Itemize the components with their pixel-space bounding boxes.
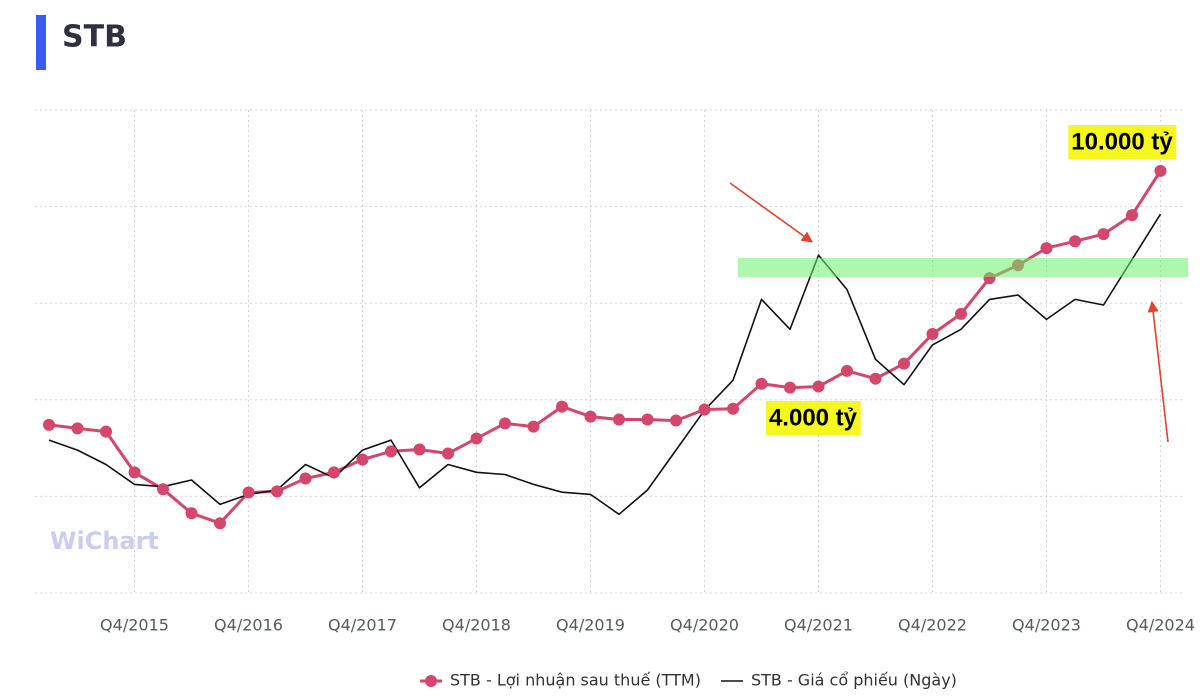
legend-label: STB - Giá cổ phiếu (Ngày) [751,671,957,690]
profit-point [812,380,825,393]
profit-point [1154,164,1167,177]
profit-point [271,485,283,498]
profit-point [128,466,141,479]
profit-point [869,372,882,385]
profit-point [185,507,198,520]
legend-marker [425,675,437,687]
profit-point [898,357,910,370]
arrow [729,182,813,243]
profit-point [470,432,483,445]
profit-point [385,445,397,458]
profit-point [43,418,55,431]
x-tick-label: Q4/2024 [1126,616,1195,635]
profit-point [670,414,682,427]
profit-point [442,447,454,460]
profit-line [48,169,1162,525]
annotation-bg [765,401,861,435]
x-tick-label: Q4/2016 [214,616,283,635]
profit-point [556,400,568,413]
profit-point [1040,242,1053,255]
profit-point [1126,209,1138,222]
profit-point [641,413,654,426]
x-tick-label: Q4/2017 [328,616,397,635]
profit-point [242,486,255,499]
annotation: 4.000 tỷ [769,404,858,431]
profit-point [100,425,112,438]
x-tick-label: Q4/2020 [670,616,739,635]
x-tick-label: Q4/2018 [442,616,511,635]
profit-point [613,413,625,426]
title-accent [36,15,46,70]
profit-point [214,517,226,530]
price-line [48,213,1162,516]
profit-point [784,381,796,394]
profit-point [299,472,312,485]
profit-point [1069,235,1081,248]
chart-title: STB [62,20,127,55]
x-tick-label: Q4/2023 [1012,616,1081,635]
legend-label: STB - Lợi nhuận sau thuế (TTM) [450,671,701,690]
profit-point [698,403,711,416]
watermark: WiChart [50,527,159,555]
profit-point [499,417,511,430]
x-tick-label: Q4/2019 [556,616,625,635]
annotation-bg [1068,125,1177,159]
profit-point [584,410,597,423]
x-tick-label: Q4/2021 [784,616,853,635]
profit-point [841,364,853,377]
annotation: 10.000 tỷ [1071,128,1173,155]
profit-point [328,466,340,479]
profit-point [926,327,939,340]
profit-point [955,307,967,320]
profit-point [71,422,84,435]
highlight-band [738,258,1188,277]
profit-point [527,420,540,433]
profit-point [356,453,369,466]
profit-point [755,377,768,390]
profit-point [1097,228,1110,241]
x-tick-label: Q4/2022 [898,616,967,635]
profit-point [727,402,739,415]
x-tick-label: Q4/2015 [100,616,169,635]
profit-point [413,443,426,456]
profit-point [157,483,169,496]
arrow [1147,300,1169,443]
